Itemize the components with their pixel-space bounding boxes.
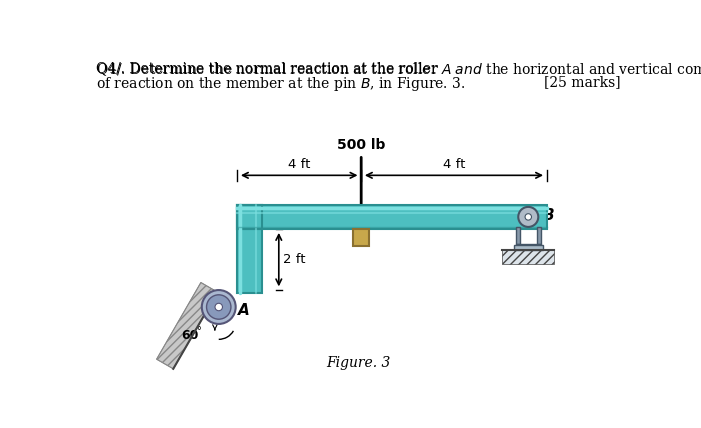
Text: 60: 60 bbox=[182, 329, 199, 342]
Polygon shape bbox=[516, 244, 540, 248]
Circle shape bbox=[202, 290, 236, 324]
Text: [25 marks]: [25 marks] bbox=[545, 75, 621, 89]
Text: A: A bbox=[238, 303, 250, 318]
Text: Q4/. Determine the normal reaction at the roller $\it{A}$ $\it{and}$ the horizon: Q4/. Determine the normal reaction at th… bbox=[95, 61, 701, 79]
Text: B: B bbox=[543, 208, 554, 223]
Polygon shape bbox=[353, 229, 369, 246]
Polygon shape bbox=[156, 282, 217, 369]
Polygon shape bbox=[516, 227, 520, 244]
Text: 4 ft: 4 ft bbox=[443, 158, 465, 172]
Polygon shape bbox=[237, 205, 262, 293]
Text: Figure. 3: Figure. 3 bbox=[327, 356, 391, 370]
Circle shape bbox=[525, 214, 531, 220]
Polygon shape bbox=[537, 227, 540, 244]
Polygon shape bbox=[237, 205, 547, 229]
Circle shape bbox=[207, 295, 231, 319]
Circle shape bbox=[215, 303, 222, 311]
Text: 2 ft: 2 ft bbox=[283, 253, 305, 266]
Text: 4 ft: 4 ft bbox=[288, 158, 311, 172]
Text: Q4/. Determine the normal reaction at the roller: Q4/. Determine the normal reaction at th… bbox=[95, 61, 442, 75]
Circle shape bbox=[518, 207, 538, 227]
Text: °: ° bbox=[196, 326, 201, 336]
Text: 500 lb: 500 lb bbox=[337, 138, 386, 152]
Text: of reaction on the member at the pin $\it{B}$, in Figure. 3.: of reaction on the member at the pin $\i… bbox=[95, 75, 465, 93]
Polygon shape bbox=[514, 245, 543, 250]
Polygon shape bbox=[502, 250, 554, 264]
Polygon shape bbox=[237, 205, 262, 229]
